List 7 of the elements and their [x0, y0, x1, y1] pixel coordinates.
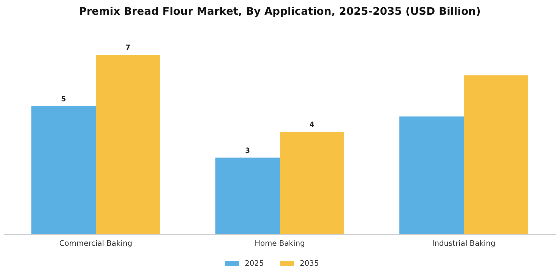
- bar: [216, 158, 280, 235]
- bar: [400, 116, 464, 235]
- bar: [280, 132, 344, 235]
- bar: [32, 106, 96, 235]
- bar: [96, 55, 160, 235]
- chart-title: Premix Bread Flour Market, By Application, 2025-2035 (USD Billion): [79, 6, 481, 18]
- bar: [464, 76, 528, 235]
